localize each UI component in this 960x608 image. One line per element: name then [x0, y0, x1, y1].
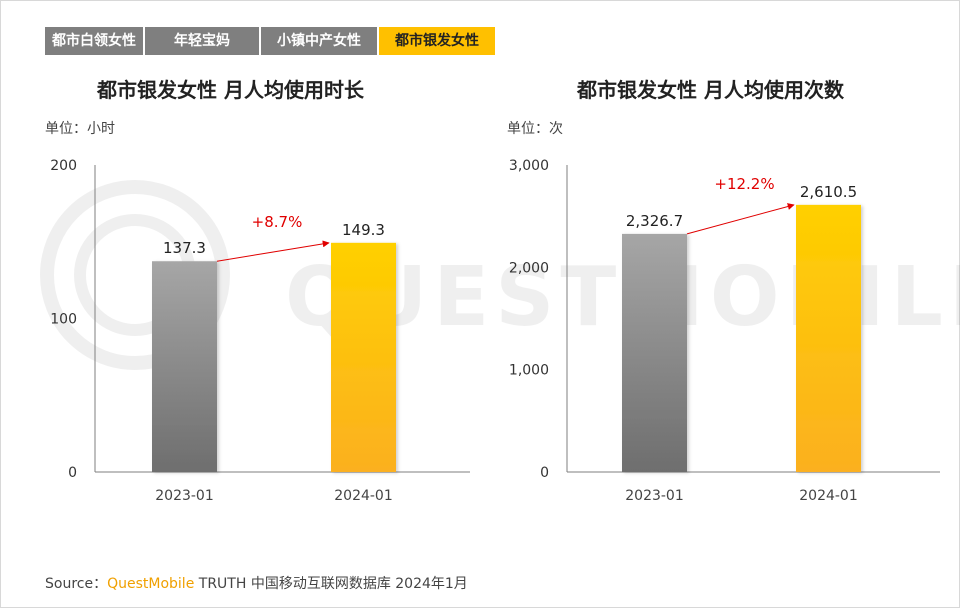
source-brand: QuestMobile	[107, 576, 195, 592]
bar-2024-01	[331, 242, 396, 472]
growth-arrow	[686, 203, 795, 235]
chart-duration: 0 100 200 137.3 2023-01 149.3 2024-01 +8.7%	[50, 158, 470, 504]
tab-urban-white-collar-women[interactable]: 都市白领女性	[45, 27, 143, 55]
x-tick-label: 2023-01	[155, 488, 214, 504]
source-prefix: Source：	[45, 576, 108, 592]
growth-label: +12.2%	[714, 175, 774, 193]
tab-urban-senior-women[interactable]: 都市银发女性	[379, 27, 495, 55]
unit-label-frequency: 单位：次	[507, 121, 563, 137]
bar-2023-01	[622, 233, 687, 472]
bar-value-label: 2,610.5	[800, 183, 857, 201]
chart-frequency: 0 1,000 2,000 3,000 2,326.7 2023-01 2,610.5 202…	[509, 158, 940, 504]
y-tick-label: 0	[68, 465, 77, 481]
y-tick-label: 200	[50, 158, 77, 174]
x-tick-label: 2023-01	[625, 488, 684, 504]
bar-value-label: 2,326.7	[626, 212, 683, 230]
y-tick-label: 2,000	[509, 260, 549, 276]
y-tick-label: 1,000	[509, 363, 549, 379]
source-note: Source：QuestMobile TRUTH 中国移动互联网数据库 2024…	[45, 573, 468, 593]
growth-label: +8.7%	[252, 213, 303, 231]
bar-value-label: 137.3	[163, 239, 206, 257]
bar-value-label: 149.3	[342, 221, 385, 239]
chart-title-duration: 都市银发女性 月人均使用时长	[97, 78, 364, 102]
x-tick-label: 2024-01	[334, 488, 393, 504]
y-tick-label: 100	[50, 312, 77, 328]
y-tick-label: 0	[540, 465, 549, 481]
segment-tabs: 都市白领女性 年轻宝妈 小镇中产女性 都市银发女性	[45, 27, 497, 55]
y-tick-label: 3,000	[509, 158, 549, 174]
x-tick-label: 2024-01	[799, 488, 858, 504]
bar-2023-01	[152, 261, 217, 472]
source-rest: TRUTH 中国移动互联网数据库 2024年1月	[194, 576, 468, 592]
tab-young-mothers[interactable]: 年轻宝妈	[145, 27, 259, 55]
unit-label-duration: 单位：小时	[45, 121, 115, 137]
bar-2024-01	[796, 204, 861, 472]
tab-small-town-middle-class-women[interactable]: 小镇中产女性	[261, 27, 377, 55]
growth-arrow	[216, 240, 330, 262]
chart-title-frequency: 都市银发女性 月人均使用次数	[577, 78, 844, 102]
